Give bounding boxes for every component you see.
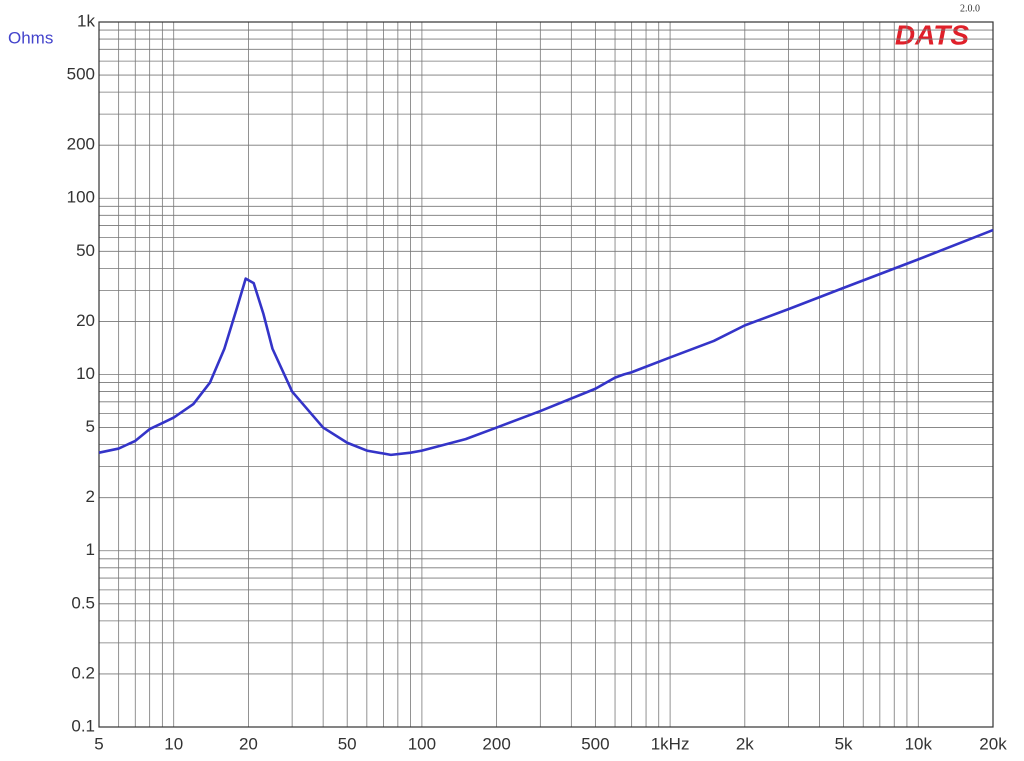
- x-tick-label: 200: [482, 734, 510, 753]
- y-tick-label: 10: [76, 364, 95, 383]
- y-tick-label: 200: [67, 135, 95, 154]
- y-tick-label: 1: [86, 540, 95, 559]
- y-tick-label: 50: [76, 241, 95, 260]
- y-tick-label: 0.2: [71, 663, 95, 682]
- x-tick-label: 500: [581, 734, 609, 753]
- plot-frame: [98, 21, 994, 728]
- x-tick-label: 1kHz: [651, 734, 690, 753]
- y-tick-label: 5: [86, 417, 95, 436]
- x-tick-label: 2k: [736, 734, 754, 753]
- x-tick-label: 100: [408, 734, 436, 753]
- x-tick-label: 20k: [979, 734, 1007, 753]
- y-tick-label: 0.1: [71, 716, 95, 735]
- x-tick-label: 5k: [835, 734, 853, 753]
- y-axis-label: Ohms: [8, 28, 53, 47]
- y-tick-label: 2: [86, 487, 95, 506]
- impedance-curve: [98, 228, 994, 457]
- logo: DATS: [895, 19, 969, 50]
- x-tick-label: 50: [338, 734, 357, 753]
- x-tick-label: 5: [94, 734, 103, 753]
- y-tick-label: 100: [67, 188, 95, 207]
- x-tick-label: 10: [164, 734, 183, 753]
- x-tick-label: 20: [239, 734, 258, 753]
- y-tick-label: 1k: [77, 11, 95, 30]
- y-tick-label: 20: [76, 311, 95, 330]
- version: 2.0.0: [960, 3, 980, 14]
- y-tick-label: 500: [67, 65, 95, 84]
- y-tick-label: 0.5: [71, 593, 95, 612]
- x-tick-label: 10k: [905, 734, 933, 753]
